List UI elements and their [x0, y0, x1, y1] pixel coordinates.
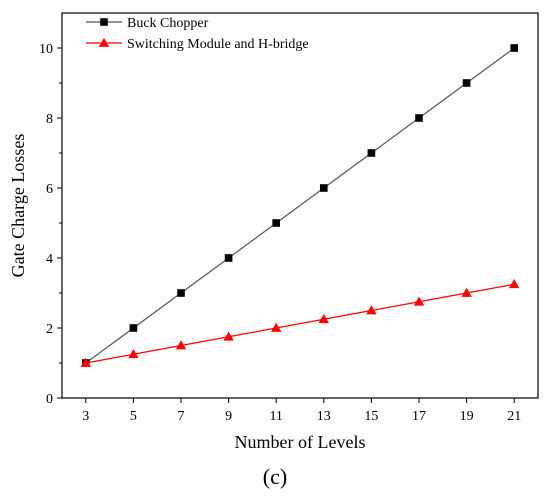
- y-axis-title: Gate Charge Losses: [8, 134, 28, 278]
- y-tick-label: 6: [46, 182, 53, 197]
- data-point-triangle: [223, 331, 234, 341]
- data-point-square: [224, 254, 233, 262]
- legend-marker: [100, 18, 108, 26]
- data-point-triangle: [175, 340, 187, 350]
- data-point-triangle: [318, 314, 329, 324]
- series-layer: [80, 44, 520, 367]
- data-point-triangle: [509, 279, 520, 289]
- series-line: [85, 47, 515, 364]
- y-tick-label: 0: [46, 392, 53, 407]
- x-tick-label: 21: [507, 409, 521, 424]
- y-tick-label: 2: [46, 322, 53, 337]
- y-tick-label: 10: [39, 42, 53, 57]
- data-point-triangle: [366, 305, 377, 315]
- series-1: [82, 44, 518, 367]
- x-tick-label: 11: [269, 409, 282, 424]
- x-tick-label: 13: [317, 409, 331, 424]
- legend-label: Switching Module and H-bridge: [127, 37, 309, 52]
- figure-caption: (c): [263, 464, 287, 489]
- data-point-triangle: [413, 296, 425, 306]
- data-point-square: [177, 289, 185, 297]
- legend-item: Buck Chopper: [86, 16, 209, 31]
- data-point-square: [415, 114, 423, 122]
- plot-frame: [61, 12, 539, 399]
- x-tick-label: 19: [460, 409, 474, 424]
- x-tick-label: 7: [178, 409, 185, 424]
- x-tick-label: 3: [82, 409, 89, 424]
- x-tick-label: 5: [130, 409, 137, 424]
- x-tick-label: 15: [364, 409, 378, 424]
- x-tick-label: 9: [225, 409, 232, 424]
- legend-marker: [98, 37, 110, 47]
- data-point-triangle: [128, 349, 139, 359]
- x-axis-title: Number of Levels: [235, 432, 366, 452]
- legend-item: Switching Module and H-bridge: [86, 37, 309, 52]
- data-point-square: [272, 219, 280, 227]
- data-point-square: [462, 79, 471, 87]
- legend-label: Buck Chopper: [127, 16, 209, 31]
- data-point-square: [510, 44, 518, 52]
- x-tick-label: 17: [412, 409, 426, 424]
- data-point-square: [129, 324, 138, 332]
- data-point-square: [320, 184, 328, 192]
- data-point-triangle: [461, 287, 472, 297]
- data-point-triangle: [80, 357, 91, 367]
- x-axis-ticks: 3 5 7 9 11 13 15 17 19 21: [82, 398, 521, 424]
- y-axis-ticks: 0 2 4 6 8 10: [39, 42, 62, 407]
- legend: Buck Chopper Switching Module and H-bridg…: [86, 16, 309, 52]
- y-tick-label: 8: [46, 112, 53, 127]
- series-2: [80, 279, 520, 367]
- data-point-triangle: [271, 322, 282, 332]
- plot-area: [61, 12, 539, 399]
- data-point-square: [367, 149, 376, 157]
- series-line: [85, 283, 515, 364]
- y-tick-label: 4: [46, 252, 53, 267]
